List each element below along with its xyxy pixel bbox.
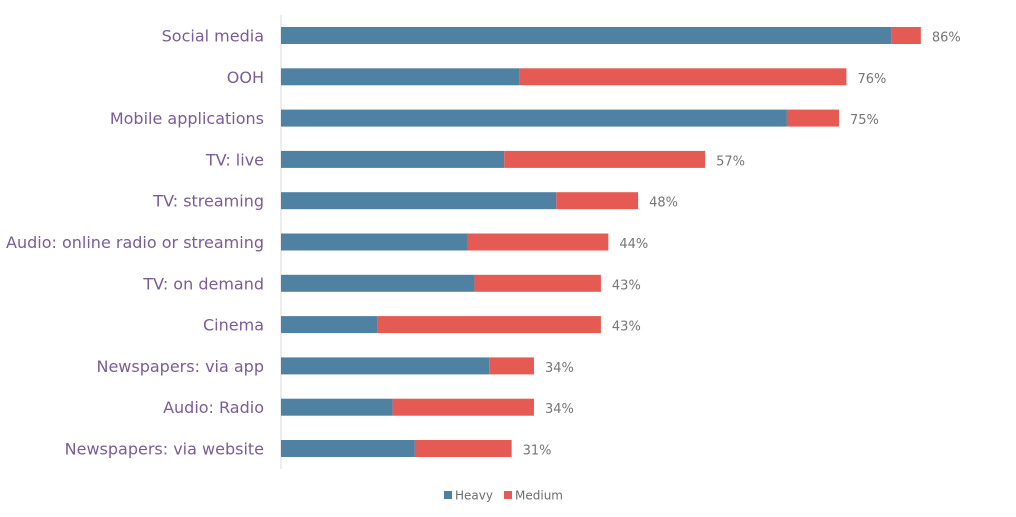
- bar-medium-newspapers-via-website: [414, 440, 512, 457]
- category-label-newspapers-via-app: Newspapers: via app: [96, 357, 264, 376]
- bar-medium-mobile-applications: [786, 109, 839, 127]
- total-label-tv-streaming: 48%: [649, 196, 678, 211]
- bar-medium-audio-online-radio-or-streaming: [467, 233, 609, 251]
- legend-swatch-heavy: [444, 491, 452, 499]
- bar-heavy-ooh: [281, 68, 520, 86]
- category-label-audio-radio: Audio: Radio: [163, 398, 264, 417]
- legend: Heavy Medium: [444, 489, 563, 503]
- bar-heavy-audio-radio: [281, 398, 393, 416]
- total-label-audio-radio: 34%: [545, 402, 574, 417]
- bar-heavy-social-media: [281, 27, 892, 44]
- bar-heavy-newspapers-via-app: [281, 357, 490, 375]
- total-label-audio-online-radio-or-streaming: 44%: [619, 237, 648, 252]
- bar-heavy-audio-online-radio-or-streaming: [281, 233, 467, 251]
- bar-heavy-tv-live: [281, 150, 505, 168]
- category-label-newspapers-via-website: Newspapers: via website: [65, 440, 264, 459]
- category-label-tv-live: TV: live: [205, 150, 264, 169]
- total-label-newspapers-via-app: 34%: [545, 361, 574, 376]
- bar-medium-ooh: [519, 68, 847, 86]
- total-label-mobile-applications: 75%: [850, 113, 879, 128]
- total-label-ooh: 76%: [857, 72, 886, 87]
- category-label-audio-online-radio-or-streaming: Audio: online radio or streaming: [6, 233, 264, 252]
- bar-medium-audio-radio: [392, 398, 534, 416]
- total-label-cinema: 43%: [612, 320, 641, 335]
- total-label-tv-on-demand: 43%: [612, 278, 641, 293]
- bar-medium-cinema: [377, 316, 601, 334]
- category-label-tv-streaming: TV: streaming: [152, 192, 264, 211]
- category-label-cinema: Cinema: [203, 316, 264, 335]
- bar-medium-newspapers-via-app: [489, 357, 534, 375]
- bar-heavy-mobile-applications: [281, 109, 787, 127]
- bar-heavy-newspapers-via-website: [281, 440, 415, 457]
- legend-label-medium: Medium: [515, 489, 563, 503]
- category-label-mobile-applications: Mobile applications: [110, 109, 264, 128]
- bar-medium-tv-on-demand: [474, 274, 601, 292]
- category-label-tv-on-demand: TV: on demand: [142, 274, 264, 293]
- category-label-ooh: OOH: [227, 68, 264, 87]
- category-labels: Social media OOH Mobile applications TV: li…: [6, 27, 264, 459]
- bars-group: [281, 27, 921, 457]
- total-label-newspapers-via-website: 31%: [523, 444, 552, 459]
- bar-heavy-cinema: [281, 316, 378, 334]
- bar-medium-social-media: [891, 27, 921, 44]
- total-label-tv-live: 57%: [716, 154, 745, 169]
- total-label-social-media: 86%: [932, 31, 961, 46]
- category-label-social-media: Social media: [162, 27, 264, 46]
- bar-heavy-tv-streaming: [281, 192, 557, 210]
- bar-medium-tv-streaming: [556, 192, 639, 210]
- legend-label-heavy: Heavy: [455, 489, 493, 503]
- bar-heavy-tv-on-demand: [281, 274, 475, 292]
- total-value-labels: 86% 76% 75% 57% 48% 44% 43% 43% 34% 34% 31%: [523, 31, 961, 459]
- legend-swatch-medium: [504, 491, 512, 499]
- bar-medium-tv-live: [504, 150, 706, 168]
